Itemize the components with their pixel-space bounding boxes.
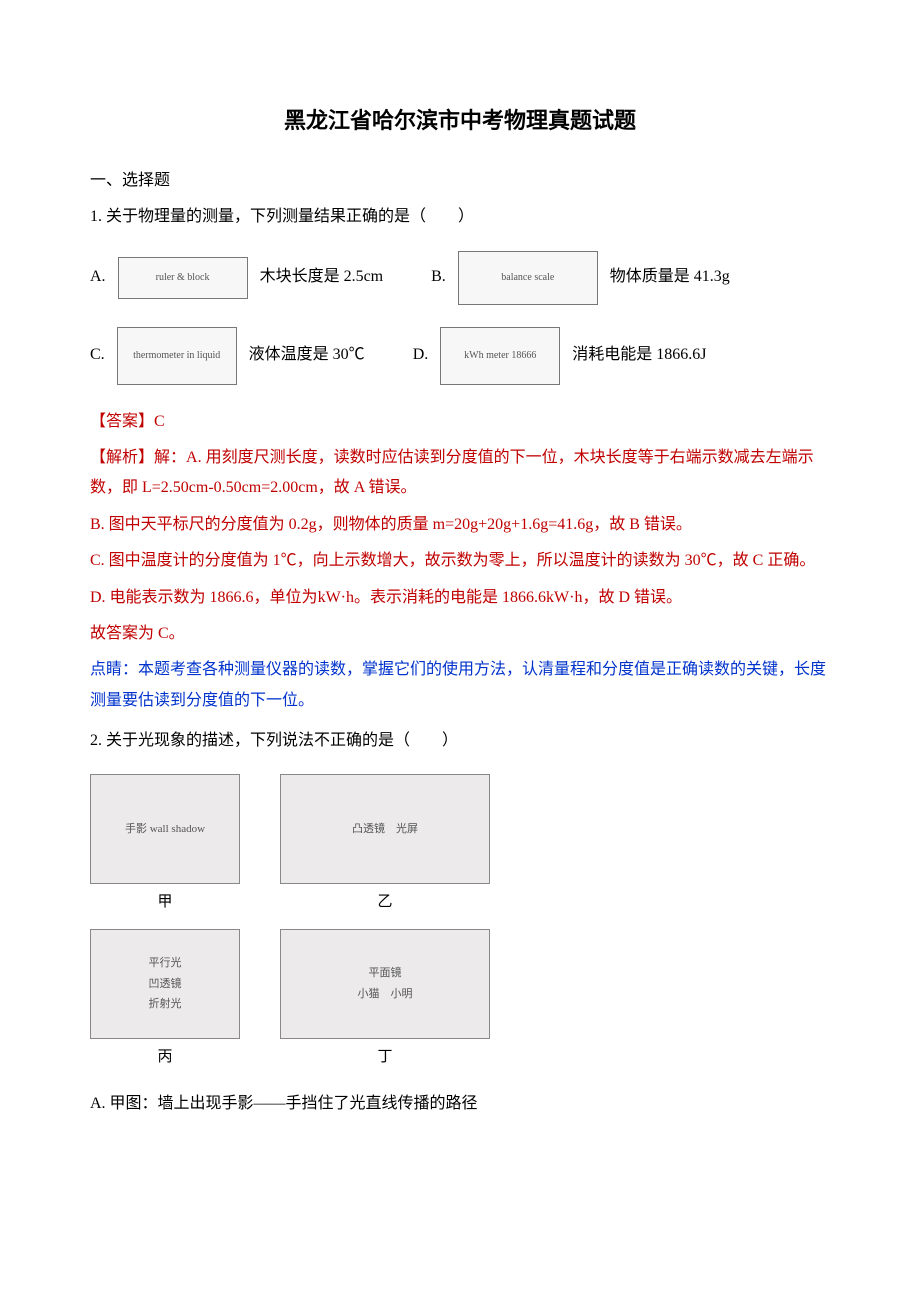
q1-explain-B: B. 图中天平标尺的分度值为 0.2g，则物体的质量 m=20g+20g+1.6… <box>90 510 830 540</box>
q2-fig-yi-label: 乙 <box>377 888 392 917</box>
q2-optA: A. 甲图：墙上出现手影——手挡住了光直线传播的路径 <box>90 1089 830 1119</box>
q1-optC-label: C. <box>90 340 105 370</box>
q2-fig-ding-label: 丁 <box>377 1043 392 1072</box>
page-title: 黑龙江省哈尔滨市中考物理真题试题 <box>90 100 830 142</box>
q1-answer-block: 【答案】C 【解析】解：A. 用刻度尺测长度，读数时应估读到分度值的下一位，木块… <box>90 407 830 717</box>
q2-fig-jia-label: 甲 <box>157 888 172 917</box>
q1-explain-D: D. 电能表示数为 1866.6，单位为kW·h。表示消耗的电能是 1866.6… <box>90 583 830 613</box>
q2-fig-bing-label: 丙 <box>157 1043 172 1072</box>
q1-optD-figure: kWh meter 18666 <box>440 327 560 385</box>
kwh-unit-2: kW·h <box>546 583 582 613</box>
q1-optB-label: B. <box>431 262 446 292</box>
q1-optA-text: 木块长度是 2.5cm <box>260 262 384 292</box>
q1-tip: 点睛：本题考查各种测量仪器的读数，掌握它们的使用方法，认清量程和分度值是正确读数… <box>90 655 830 716</box>
q1-explain-A: 【解析】解：A. 用刻度尺测长度，读数时应估读到分度值的下一位，木块长度等于右端… <box>90 443 830 504</box>
q2-fig-jia-img: 手影 wall shadow <box>90 774 240 884</box>
q2-fig-ding: 平面镜 小猫 小明 丁 <box>280 929 490 1072</box>
q1-optA-figure: ruler & block <box>118 257 248 299</box>
q2-fig-jia: 手影 wall shadow 甲 <box>90 774 240 917</box>
q1-explain-prefix: 【解析】解： <box>90 449 186 466</box>
q1-optA-label: A. <box>90 262 106 292</box>
q2-text: 2. 关于光现象的描述，下列说法不正确的是（ ） <box>90 726 830 756</box>
q2-fig-row-2: 平行光 凹透镜 折射光 丙 平面镜 小猫 小明 丁 <box>90 929 830 1072</box>
q1-optC-figure: thermometer in liquid <box>117 327 237 385</box>
q2-fig-bing: 平行光 凹透镜 折射光 丙 <box>90 929 240 1072</box>
q1-answer: 【答案】C <box>90 407 830 437</box>
q1-text: 1. 关于物理量的测量，下列测量结果正确的是（ ） <box>90 202 830 232</box>
q1-optD-label: D. <box>413 340 429 370</box>
q2-fig-row-1: 手影 wall shadow 甲 凸透镜 光屏 乙 <box>90 774 830 917</box>
q1-optD-text: 消耗电能是 1866.6J <box>572 340 706 370</box>
q2-fig-ding-img: 平面镜 小猫 小明 <box>280 929 490 1039</box>
q1-explain-concl: 故答案为 C。 <box>90 619 830 649</box>
q1-explain-D-post: ，故 D 错误。 <box>582 589 682 606</box>
q2-fig-yi-img: 凸透镜 光屏 <box>280 774 490 884</box>
section-heading-1: 一、选择题 <box>90 166 830 196</box>
kwh-unit-1: kW·h <box>318 583 354 613</box>
q2-fig-yi: 凸透镜 光屏 乙 <box>280 774 490 917</box>
q1-explain-D-pre: D. 电能表示数为 1866.6，单位为 <box>90 589 318 606</box>
q1-explain-A-text: A. 用刻度尺测长度，读数时应估读到分度值的下一位，木块长度等于右端示数减去左端… <box>90 449 814 496</box>
q1-option-row-2: C. thermometer in liquid 液体温度是 30℃ D. kW… <box>90 327 830 385</box>
q1-explain-D-mid: 。表示消耗的电能是 1866.6 <box>354 589 546 606</box>
q1-optB-figure: balance scale <box>458 251 598 305</box>
q1-optC-text: 液体温度是 30℃ <box>249 340 365 370</box>
q1-option-row-1: A. ruler & block 木块长度是 2.5cm B. balance … <box>90 251 830 305</box>
q2-figures: 手影 wall shadow 甲 凸透镜 光屏 乙 平行光 凹透镜 折射光 丙 … <box>90 774 830 1071</box>
q1-optB-text: 物体质量是 41.3g <box>610 262 730 292</box>
q2-fig-bing-img: 平行光 凹透镜 折射光 <box>90 929 240 1039</box>
q1-explain-C: C. 图中温度计的分度值为 1℃，向上示数增大，故示数为零上，所以温度计的读数为… <box>90 546 830 576</box>
